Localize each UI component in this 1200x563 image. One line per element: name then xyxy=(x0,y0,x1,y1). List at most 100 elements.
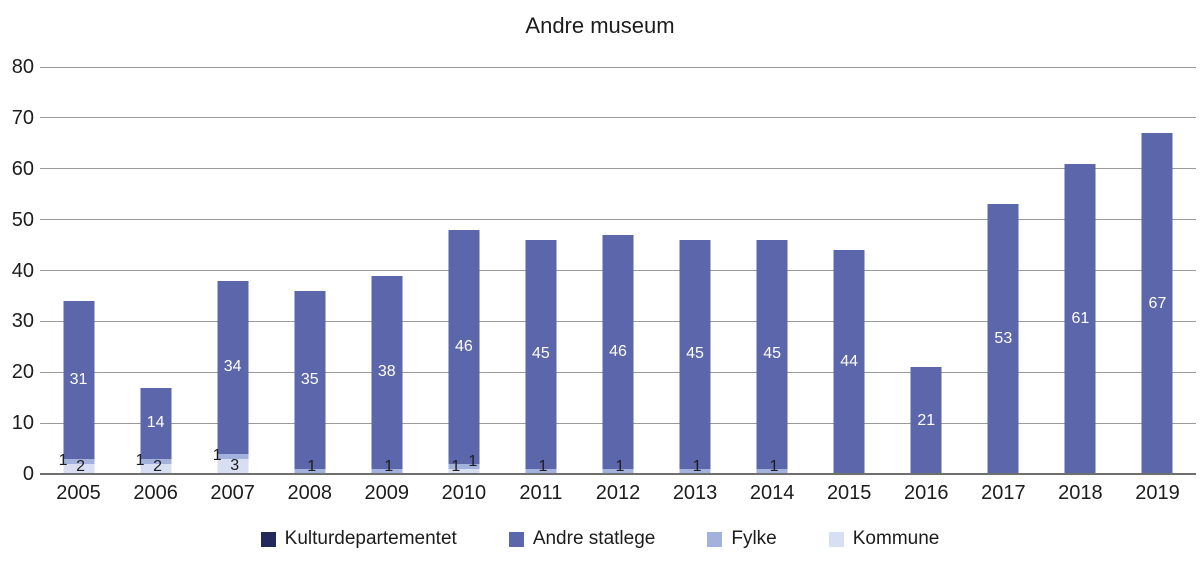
x-tick-label: 2006 xyxy=(133,482,178,504)
segment-value-label: 1 xyxy=(58,452,68,470)
segment-value-label: 1 xyxy=(468,452,478,470)
x-tick-label: 2008 xyxy=(287,482,332,504)
bar-slot: 1 45 xyxy=(734,67,811,475)
segment-andre-statlege xyxy=(987,204,1019,474)
bar-value-label: 38 xyxy=(377,363,396,381)
segment-fylke xyxy=(63,458,95,464)
x-tick-label: 2015 xyxy=(826,482,872,504)
stacked-bar-2010: 1 1 46 xyxy=(448,67,480,475)
segment-kommune xyxy=(63,463,95,474)
stacked-bar-2014: 1 45 xyxy=(756,67,788,475)
stacked-bar-2018: 61 xyxy=(1064,67,1096,474)
segment-andre-statlege xyxy=(525,239,557,469)
chart-title: Andre museum xyxy=(525,13,675,38)
stacked-bar-2012: 1 46 xyxy=(602,67,634,475)
segment-fylke xyxy=(371,468,403,474)
stacked-bar-2005: 2 1 31 xyxy=(59,67,95,475)
segment-andre-statlege xyxy=(1141,133,1173,474)
legend-item-kulturdepartementet: Kulturdepartementet xyxy=(260,527,457,551)
stacked-bar-2007: 3 1 34 xyxy=(213,67,249,475)
y-axis: 0 10 20 30 40 50 60 70 80 xyxy=(0,0,34,563)
legend-swatch-icon xyxy=(260,531,276,547)
bar-slot: 2 1 14 xyxy=(117,67,194,475)
x-axis: 2005 2006 2007 2008 2009 2010 2011 2012 2013 2014… xyxy=(40,481,1196,507)
bar-value-label: 45 xyxy=(532,345,550,363)
x-tick-label: 2009 xyxy=(364,482,410,504)
y-tick-label: 30 xyxy=(11,310,34,333)
legend-label: Kommune xyxy=(852,528,940,549)
segment-kommune xyxy=(140,463,172,474)
segment-value-label: 1 xyxy=(692,458,702,475)
segment-andre-statlege xyxy=(602,234,634,469)
bar-value-label: 35 xyxy=(300,370,319,388)
bar-slot: 1 46 xyxy=(579,67,656,475)
y-tick-label: 40 xyxy=(11,259,34,282)
legend-swatch-icon xyxy=(828,531,844,547)
bar-value-label: 61 xyxy=(1071,309,1090,327)
segment-andre-statlege xyxy=(1064,163,1096,474)
segment-value-label: 3 xyxy=(230,457,240,475)
plot-area: 2 1 31 2 1 14 3 1 34 1 35 1 38 1 1 46 1 45 1 46 1 45 1 45 44 21 53… xyxy=(40,66,1196,475)
legend-swatch-icon xyxy=(707,531,723,547)
legend-swatch-icon xyxy=(508,531,524,547)
segment-value-label: 2 xyxy=(153,458,163,475)
y-tick-label: 80 xyxy=(11,56,34,78)
stacked-bar-2006: 2 1 14 xyxy=(136,67,172,475)
bar-slot: 1 38 xyxy=(348,67,425,475)
x-axis-line xyxy=(40,473,1196,475)
bar-value-label: 46 xyxy=(454,337,473,355)
segment-fylke xyxy=(602,468,634,474)
segment-value-label: 1 xyxy=(307,458,317,475)
segment-fylke xyxy=(140,458,172,464)
segment-value-label: 1 xyxy=(384,458,394,475)
x-tick-label: 2010 xyxy=(441,482,487,504)
bar-slot: 1 45 xyxy=(502,67,579,475)
bar-slot: 2 1 31 xyxy=(40,67,117,475)
stacked-bar-2019: 67 xyxy=(1141,67,1173,474)
bar-value-label: 67 xyxy=(1148,294,1167,312)
stacked-bar-2011: 1 45 xyxy=(525,67,557,475)
segment-value-label: 1 xyxy=(212,447,222,465)
segment-fylke xyxy=(679,468,711,474)
x-tick-label: 2016 xyxy=(904,482,949,504)
bar-slot: 1 35 xyxy=(271,67,348,475)
y-tick-label: 70 xyxy=(11,106,34,129)
legend-label: Kulturdepartementet xyxy=(284,528,457,549)
legend: Kulturdepartementet Andre statlege Fylke Ko… xyxy=(0,527,1200,551)
bar-value-label: 45 xyxy=(686,345,704,363)
y-tick-label: 0 xyxy=(22,463,34,485)
segment-value-label: 1 xyxy=(135,452,145,470)
x-tick-label: 2019 xyxy=(1135,482,1180,504)
segment-value-label: 1 xyxy=(538,458,548,475)
segment-andre-statlege xyxy=(679,239,711,469)
segment-andre-statlege xyxy=(756,239,788,469)
stacked-bar-2017: 53 xyxy=(987,67,1019,474)
segment-value-label: 1 xyxy=(615,458,625,475)
segment-fylke xyxy=(294,468,326,474)
stacked-bar-2015: 44 xyxy=(833,67,865,474)
segment-andre-statlege xyxy=(910,367,942,474)
bar-slot: 1 1 46 xyxy=(425,67,502,475)
gridline xyxy=(40,219,1196,221)
segment-fylke xyxy=(525,468,557,474)
segment-andre-statlege xyxy=(371,275,403,469)
segment-andre-statlege xyxy=(833,250,865,474)
bar-value-label: 45 xyxy=(763,345,782,363)
gridline xyxy=(40,168,1196,170)
stacked-bar-2016: 21 xyxy=(910,67,942,474)
bar-value-label: 31 xyxy=(69,370,88,388)
x-tick-label: 2018 xyxy=(1058,482,1103,504)
bar-slot: 67 xyxy=(1119,67,1196,474)
segment-value-label: 1 xyxy=(451,458,461,475)
bar-slot: 1 45 xyxy=(657,67,734,475)
segment-fylke xyxy=(217,453,249,459)
bar-slot: 61 xyxy=(1042,67,1119,474)
segment-kommune xyxy=(448,468,480,474)
stacked-bar-2009: 1 38 xyxy=(371,67,403,475)
segment-andre-statlege xyxy=(294,290,326,469)
y-tick-label: 20 xyxy=(11,361,34,384)
segment-andre-statlege xyxy=(140,387,172,459)
bar-slot: 3 1 34 xyxy=(194,67,271,474)
x-tick-label: 2013 xyxy=(672,482,718,504)
legend-label: Fylke xyxy=(731,528,777,549)
